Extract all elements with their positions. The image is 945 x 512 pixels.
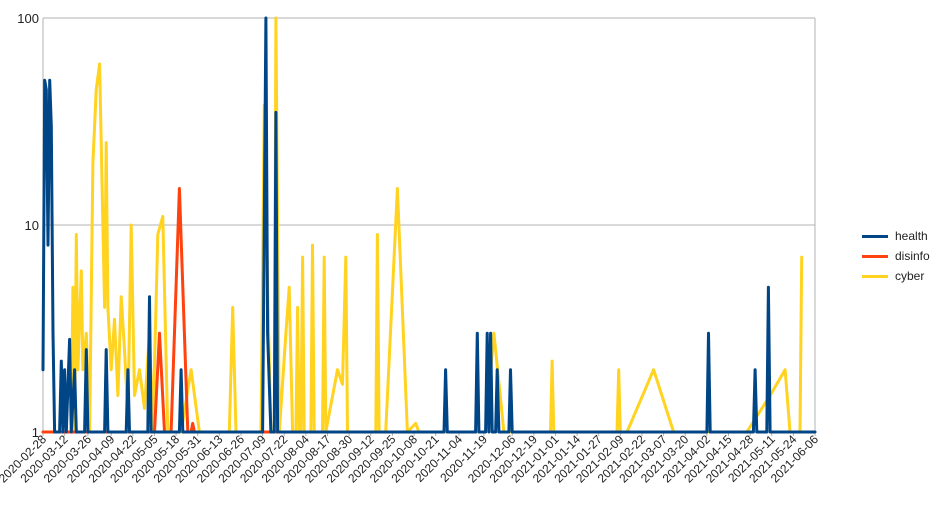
legend-swatch <box>862 274 888 278</box>
legend-swatch <box>862 254 888 258</box>
legend-label: cyber <box>895 269 925 283</box>
y-tick-labels: 1 10 100 <box>17 11 39 440</box>
legend-entry-health: health <box>862 226 930 246</box>
y-tick-label: 100 <box>17 11 39 26</box>
legend: health disinfo cyber <box>862 226 930 286</box>
y-tick-label: 10 <box>25 218 39 233</box>
series-line-cyber <box>41 16 804 434</box>
legend-swatch <box>862 234 888 238</box>
x-tick-labels: 2020-02-282020-03-122020-03-262020-04-09… <box>0 432 821 486</box>
legend-entry-cyber: cyber <box>862 266 930 286</box>
series-lines <box>41 16 817 434</box>
series-line-health <box>41 16 817 434</box>
y-tick-label: 1 <box>32 425 39 440</box>
legend-entry-disinfo: disinfo <box>862 246 930 266</box>
legend-label: health <box>895 229 928 243</box>
legend-label: disinfo <box>895 249 930 263</box>
